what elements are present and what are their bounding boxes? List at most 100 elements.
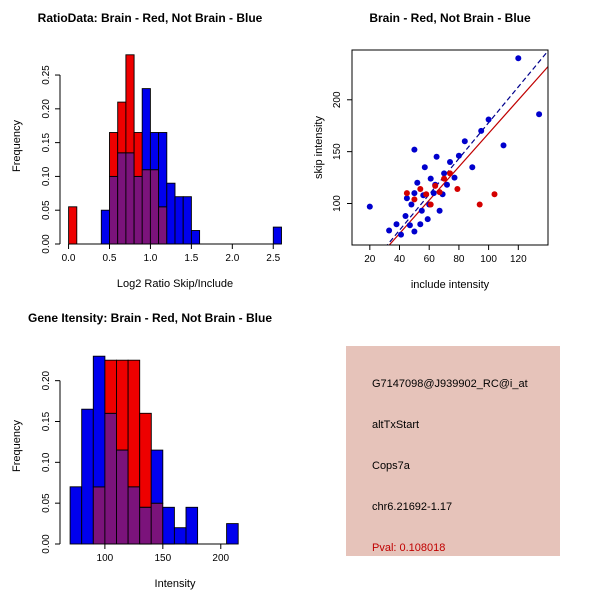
hist-bar-overlap <box>117 152 127 245</box>
y-tick-label: 0.15 <box>41 132 52 152</box>
scatter-point-red <box>447 170 453 177</box>
x-tick-label: 40 <box>394 254 406 265</box>
hist-bar-red <box>117 101 127 154</box>
notbrain-fit-line <box>386 50 548 245</box>
hist-bar-blue <box>182 196 192 245</box>
scatter-point-blue <box>451 174 458 181</box>
x-tick-label: 1.5 <box>184 253 198 264</box>
hist-bar-blue <box>141 88 151 171</box>
scatter-point-blue <box>441 170 448 177</box>
scatter-point-red <box>476 201 483 208</box>
x-tick-label: 150 <box>154 553 171 564</box>
hist-bar-blue <box>166 182 176 245</box>
hist-bar-overlap <box>127 486 141 545</box>
panel-gene-intensity-histogram: Gene Itensity: Brain - Red, Not Brain - … <box>0 300 300 600</box>
hist-bar-blue <box>158 132 168 208</box>
x-tick-label: 20 <box>364 254 376 265</box>
scatter-point-blue <box>461 138 468 145</box>
y-tick-label: 0.20 <box>41 370 52 390</box>
y-tick-label: 0.10 <box>41 452 52 472</box>
hist-bar-red <box>116 359 129 451</box>
scatter-point-blue <box>469 164 476 171</box>
y-tick-label: 0.10 <box>41 166 52 186</box>
x-tick-label: 1.0 <box>143 253 157 264</box>
hist-bar-blue <box>150 449 164 504</box>
hist-bar-blue <box>190 230 201 245</box>
y-axis-title: Frequency <box>11 420 23 472</box>
hist-bar-overlap <box>125 152 135 245</box>
scatter-point-red <box>432 182 439 189</box>
scatter-point-blue <box>414 179 421 186</box>
x-tick-label: 100 <box>97 553 114 564</box>
hist-bar-blue <box>272 226 282 245</box>
hist-bar-blue <box>92 355 106 488</box>
y-tick-label: 0.05 <box>41 493 52 513</box>
scatter-point-blue <box>408 201 415 208</box>
hist-bar-red <box>139 412 152 508</box>
hist-bar-blue <box>162 506 175 545</box>
scatter-point-blue <box>406 222 413 229</box>
scatter-point-blue <box>478 127 485 134</box>
scatter-point-red <box>403 190 410 197</box>
hist-bar-blue <box>173 527 187 545</box>
y-tick-label: 0.00 <box>41 534 52 554</box>
scatter-point-blue <box>411 228 418 235</box>
hist-bar-overlap <box>109 175 119 245</box>
x-tick-label: 120 <box>510 254 527 265</box>
y-tick-label: 0.25 <box>41 65 52 85</box>
hist-bar-red <box>125 54 135 154</box>
scatter-point-blue <box>536 111 543 118</box>
panel-ratio-histogram: RatioData: Brain - Red, Not Brain - Blue… <box>0 0 300 300</box>
y-tick-label: 0.05 <box>41 200 52 220</box>
hist-bar-blue <box>100 209 110 245</box>
x-axis-title: Log2 Ratio Skip/Include <box>117 278 233 290</box>
hist-bar-overlap <box>158 206 168 245</box>
y-tick-label: 200 <box>332 91 343 108</box>
scatter-point-blue <box>485 116 492 123</box>
scatter-point-red <box>417 186 424 192</box>
brain-fit-line <box>388 66 548 245</box>
ratio-hist-title: RatioData: Brain - Red, Not Brain - Blue <box>37 11 263 25</box>
scatter-point-blue <box>433 153 440 160</box>
scatter-point-blue <box>427 175 434 182</box>
y-tick-label: 100 <box>332 195 343 212</box>
scatter-point-red <box>423 191 430 198</box>
scatter-point-blue <box>455 152 462 159</box>
x-axis-title: Intensity <box>155 578 196 590</box>
x-tick-label: 100 <box>480 254 497 265</box>
panel-gene-info: G7147098@J939902_RC@i_at altTxStart Cops… <box>300 300 600 600</box>
hist-bar-blue <box>81 408 94 545</box>
scatter-point-blue <box>418 207 425 214</box>
hist-bar-overlap <box>150 502 164 545</box>
y-tick-label: 150 <box>332 143 343 160</box>
scatter-point-blue <box>386 227 393 234</box>
scatter-point-blue <box>403 195 410 202</box>
hist-bar-overlap <box>104 412 117 545</box>
hist-bar-blue <box>226 523 239 545</box>
hist-bar-blue <box>185 506 199 545</box>
x-tick-label: 80 <box>453 254 465 265</box>
scatter-point-red <box>441 175 448 182</box>
hist-bar-red <box>104 359 117 414</box>
y-axis-title: Frequency <box>11 120 23 172</box>
x-tick-label: 0.0 <box>62 253 76 264</box>
x-axis-title: include intensity <box>411 279 490 291</box>
x-tick-label: 2.0 <box>225 253 239 264</box>
y-tick-label: 0.20 <box>41 99 52 119</box>
scatter-point-blue <box>366 203 373 210</box>
hist-bar-red <box>109 132 119 177</box>
scatter-point-blue <box>421 164 428 171</box>
hist-bar-red <box>68 206 78 245</box>
probe-id: G7147098@J939902_RC@i_at <box>372 378 528 390</box>
chromosome-location: chr6.21692-1.17 <box>372 501 453 513</box>
hist-bar-overlap <box>116 449 129 545</box>
x-tick-label: 200 <box>212 553 229 564</box>
hist-bar-overlap <box>92 486 106 545</box>
info-box: G7147098@J939902_RC@i_at altTxStart Cops… <box>346 346 560 556</box>
scatter-point-blue <box>500 142 507 149</box>
scatter-point-red <box>436 189 443 196</box>
hist-bar-red <box>127 359 141 488</box>
hist-bar-overlap <box>149 169 160 245</box>
y-tick-label: 0.15 <box>41 411 52 431</box>
scatter-point-blue <box>411 190 418 197</box>
